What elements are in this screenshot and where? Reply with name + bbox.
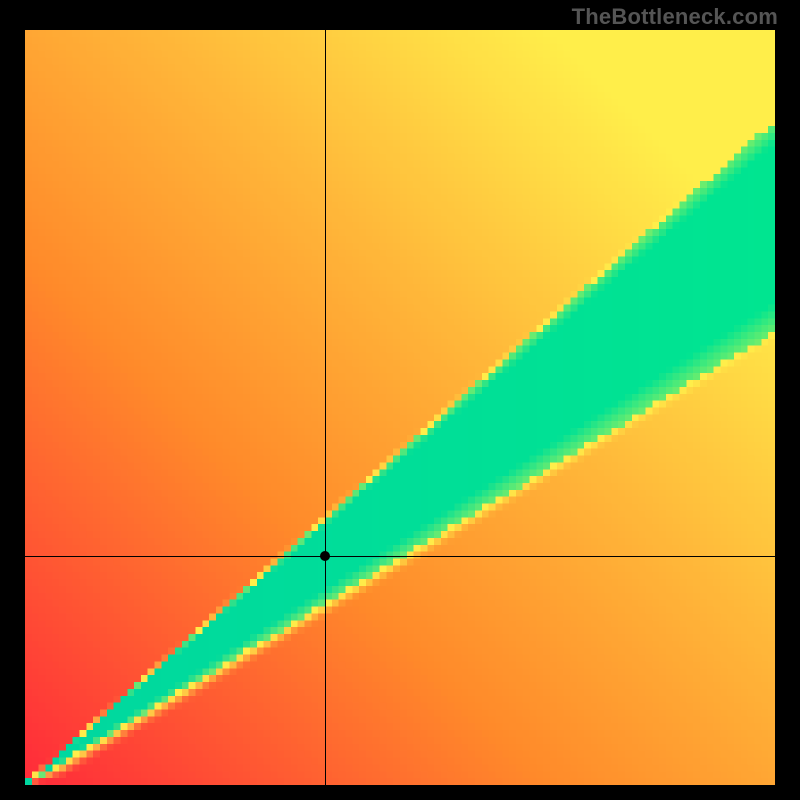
crosshair-vertical (325, 30, 326, 785)
bottleneck-heatmap-canvas (25, 30, 775, 785)
plot-area (25, 30, 775, 785)
page-root: TheBottleneck.com (0, 0, 800, 800)
crosshair-horizontal (25, 556, 775, 557)
selection-marker-dot (320, 551, 330, 561)
watermark-text: TheBottleneck.com (572, 4, 778, 30)
